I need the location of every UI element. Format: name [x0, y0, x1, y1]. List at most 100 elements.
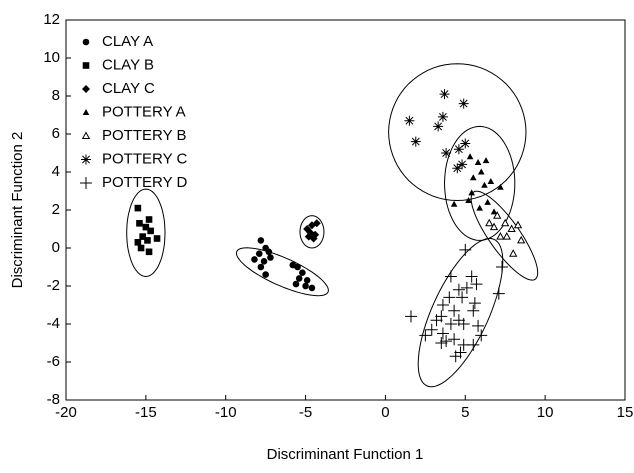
legend-label: CLAY B	[102, 56, 154, 73]
point	[476, 204, 483, 211]
legend-marker	[80, 177, 92, 189]
point	[470, 278, 483, 291]
point	[487, 178, 495, 184]
point	[294, 263, 301, 271]
point	[436, 327, 449, 340]
point	[477, 168, 485, 175]
point	[484, 198, 491, 205]
confidence-ellipse	[470, 190, 539, 281]
legend-marker	[82, 38, 90, 46]
point	[456, 291, 469, 304]
point	[492, 287, 505, 300]
point	[134, 204, 142, 212]
x-tick-label: 5	[461, 404, 469, 421]
point	[145, 216, 153, 223]
point	[312, 219, 321, 228]
legend-marker	[82, 109, 90, 115]
x-tick-label: 15	[617, 404, 634, 421]
point	[474, 159, 482, 165]
point	[435, 337, 448, 349]
plot-frame	[65, 19, 626, 401]
point	[436, 299, 449, 311]
point	[425, 323, 438, 336]
point	[472, 319, 485, 332]
point	[134, 239, 142, 246]
point	[517, 235, 526, 244]
y-tick-label: 6	[52, 125, 60, 142]
point	[460, 138, 471, 149]
point	[475, 329, 488, 342]
point	[457, 159, 468, 170]
point	[267, 254, 274, 261]
point	[260, 258, 268, 265]
point	[469, 174, 477, 181]
point	[430, 314, 443, 327]
point	[410, 136, 421, 147]
point	[449, 350, 462, 363]
point	[302, 282, 309, 290]
confidence-ellipse	[126, 188, 166, 278]
point	[309, 234, 318, 243]
point	[308, 284, 316, 292]
point	[299, 269, 306, 277]
point	[453, 144, 464, 155]
point	[444, 270, 457, 283]
point	[467, 338, 480, 351]
x-tick-label: -15	[135, 404, 157, 421]
point	[251, 256, 258, 263]
point	[466, 153, 474, 160]
point	[465, 270, 478, 283]
point	[404, 115, 415, 126]
confidence-ellipse	[388, 63, 527, 202]
point	[295, 275, 303, 282]
legend-label: CLAY A	[102, 33, 153, 50]
point	[439, 89, 450, 100]
confidence-ellipse	[299, 215, 325, 249]
point	[448, 304, 461, 317]
y-tick-label: 12	[43, 11, 60, 28]
point	[145, 248, 153, 256]
point	[440, 335, 453, 348]
point	[457, 318, 470, 330]
point	[497, 183, 504, 190]
point	[460, 281, 473, 294]
point	[147, 227, 154, 235]
point	[482, 157, 490, 164]
point	[452, 283, 465, 296]
y-tick-label: 2	[52, 201, 60, 218]
point	[502, 232, 511, 240]
point	[419, 329, 432, 342]
point	[136, 220, 143, 227]
point	[481, 181, 488, 188]
y-tick-label: 0	[52, 239, 60, 256]
point	[458, 98, 469, 109]
point	[450, 200, 458, 207]
y-tick-label: -6	[47, 353, 60, 370]
point	[137, 244, 145, 252]
point	[265, 248, 273, 256]
point	[513, 220, 523, 229]
legend-label: POTTERY C	[102, 150, 187, 167]
legend-label: CLAY C	[102, 80, 155, 97]
legend-marker	[81, 131, 91, 139]
point	[262, 271, 269, 278]
point	[404, 310, 417, 323]
y-axis-label: Discriminant Function 2	[9, 132, 26, 289]
x-tick-label: -5	[299, 404, 312, 421]
legend-label: POTTERY A	[102, 103, 186, 120]
point	[493, 211, 502, 219]
confidence-ellipse	[443, 125, 516, 241]
point	[468, 189, 475, 196]
point	[303, 277, 311, 284]
point	[467, 304, 480, 317]
x-tick-label: 10	[537, 404, 554, 421]
point	[468, 297, 481, 310]
point	[441, 148, 452, 158]
point	[144, 237, 151, 244]
x-axis-label: Discriminant Function 1	[267, 446, 424, 463]
point	[257, 237, 265, 244]
point	[507, 224, 516, 232]
point	[501, 218, 510, 227]
point	[437, 111, 448, 122]
